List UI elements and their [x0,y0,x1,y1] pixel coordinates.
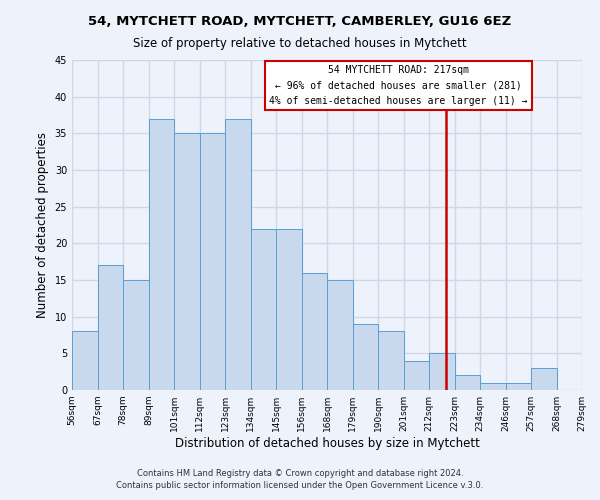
Bar [505,382,531,390]
Text: Contains HM Land Registry data © Crown copyright and database right 2024.
Contai: Contains HM Land Registry data © Crown c… [116,468,484,490]
Y-axis label: Number of detached properties: Number of detached properties [36,132,49,318]
Bar [149,118,174,390]
Bar [429,354,455,390]
Text: 54, MYTCHETT ROAD, MYTCHETT, CAMBERLEY, GU16 6EZ: 54, MYTCHETT ROAD, MYTCHETT, CAMBERLEY, … [88,15,512,28]
Bar [378,332,404,390]
Bar [72,332,97,390]
Bar [123,280,149,390]
Bar [480,382,505,390]
Bar [174,134,199,390]
Bar [404,360,429,390]
Bar [455,376,480,390]
Bar [276,228,302,390]
Bar [531,368,557,390]
Bar [199,134,225,390]
Bar [302,272,327,390]
X-axis label: Distribution of detached houses by size in Mytchett: Distribution of detached houses by size … [175,437,479,450]
Bar [251,228,276,390]
Bar [327,280,353,390]
Bar [225,118,251,390]
Bar [97,266,123,390]
Bar [353,324,378,390]
Text: 54 MYTCHETT ROAD: 217sqm
← 96% of detached houses are smaller (281)
4% of semi-d: 54 MYTCHETT ROAD: 217sqm ← 96% of detach… [269,65,527,106]
Text: Size of property relative to detached houses in Mytchett: Size of property relative to detached ho… [133,38,467,51]
